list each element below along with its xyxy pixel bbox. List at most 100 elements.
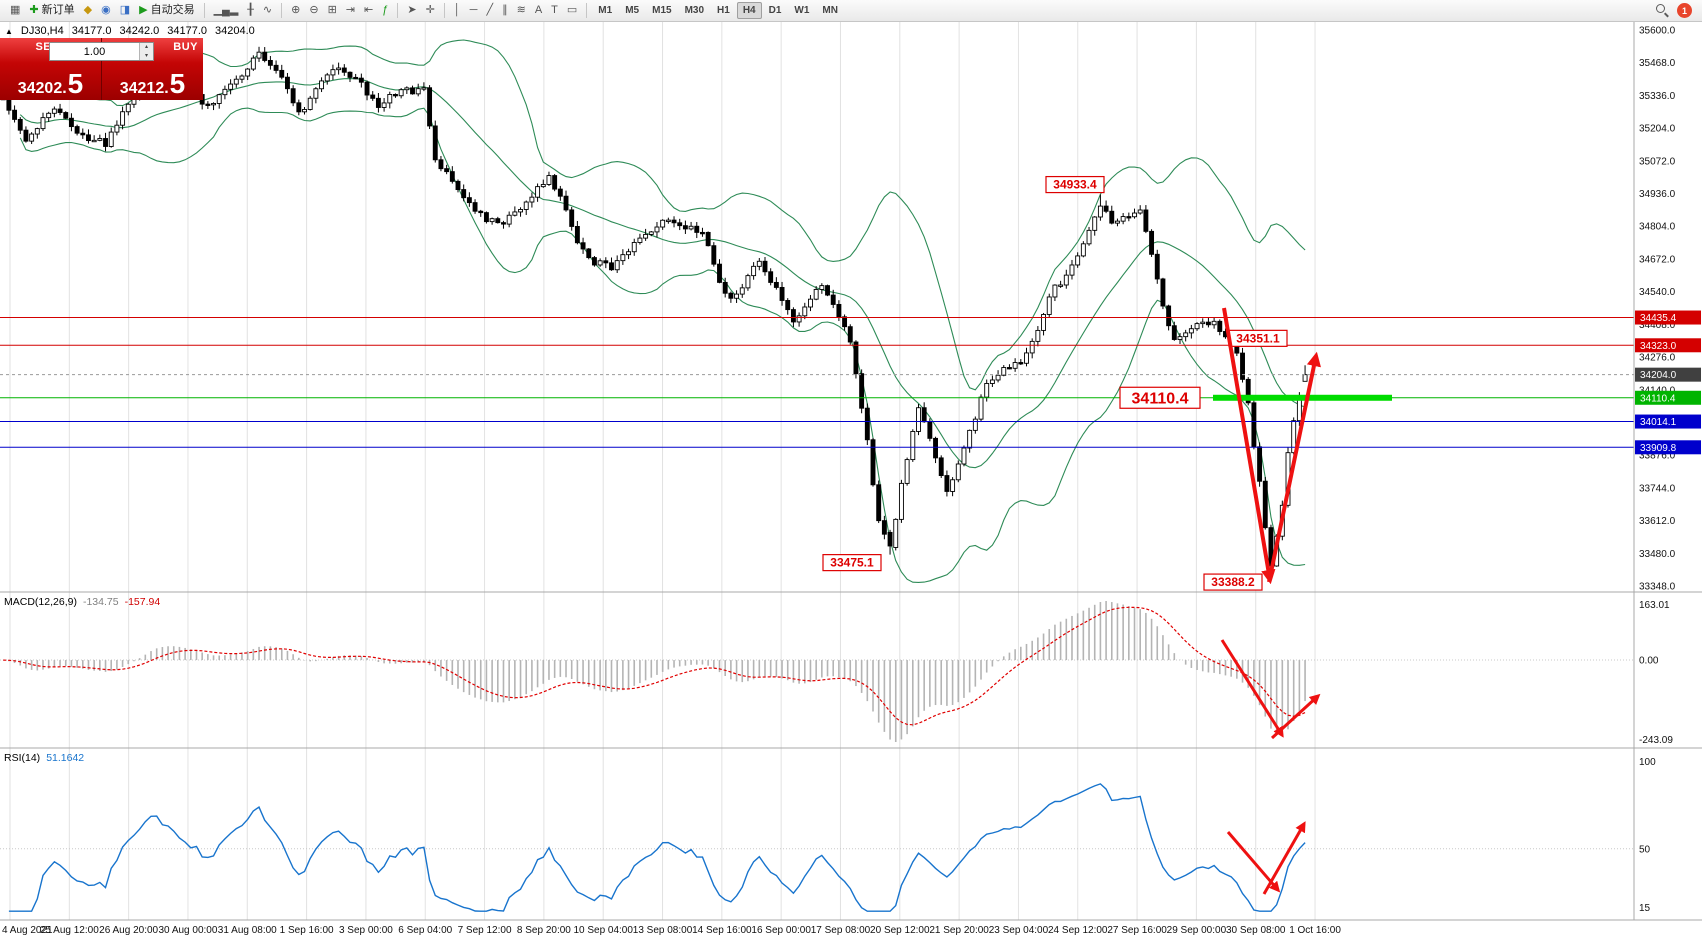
buy-label: BUY [173,41,198,53]
history-center-icon[interactable]: ◆ [80,4,96,17]
vertical-line-icon[interactable]: │ [450,4,465,17]
svg-text:34323.0: 34323.0 [1640,341,1677,352]
svg-text:29 Sep 00:00: 29 Sep 00:00 [1167,925,1227,936]
volume-spin: ▴ ▾ [139,43,153,60]
market-watch-icon: ◉ [101,4,111,16]
buy-button[interactable]: BUY 34212. 5 [102,38,203,100]
macd-label: MACD(12,26,9) -134.75 -157.94 [4,596,160,608]
svg-text:34804.0: 34804.0 [1639,222,1676,233]
candles [0,46,1308,577]
horizontal-line-icon: ─ [469,4,478,16]
price-scale[interactable]: 35600.0 35468.0 35336.0 35204.0 35072.0 34936… [1635,26,1701,915]
up-triangle-icon: ▲ [5,26,13,36]
channel-icon: ∥ [502,4,508,16]
svg-text:34014.1: 34014.1 [1640,417,1677,428]
toolbar: ▦ ✚ 新订单 ◆ ◉ ◨ ▶ 自动交易 ▁▄▂ ╂ ∿ ⊕ ⊖ ⊞ ⇥ ⇤ ƒ ➤ ✛ │ ─ ╱ ∥ ≋ A T ▭ M1 M5 M… [0,0,1702,22]
notification-badge[interactable]: 1 [1677,3,1692,18]
svg-text:7 Sep 12:00: 7 Sep 12:00 [458,925,512,936]
svg-text:21 Sep 20:00: 21 Sep 20:00 [929,925,989,936]
annotation-box[interactable] [1119,386,1201,409]
toolbar-separator [586,3,588,18]
label-icon: T [551,4,558,16]
svg-text:34351.1: 34351.1 [1236,331,1280,345]
channel-icon[interactable]: ∥ [498,4,512,17]
horizontal-line-icon[interactable]: ─ [466,4,482,17]
svg-text:6 Sep 04:00: 6 Sep 04:00 [398,925,452,936]
price-lines[interactable] [0,317,1634,448]
scale-price-label [1635,310,1701,325]
trend-arrow-macd[interactable] [1220,639,1284,738]
fibonacci-icon[interactable]: ≋ [513,4,530,17]
timeframe-w1[interactable]: W1 [794,5,810,16]
fibonacci-icon: ≋ [516,4,526,16]
data-window-icon[interactable]: ◨ [116,4,134,17]
svg-text:16 Sep 00:00: 16 Sep 00:00 [751,925,811,936]
svg-text:34110.4: 34110.4 [1640,393,1676,404]
support-zone-bar[interactable] [1213,394,1392,401]
trendline-icon: ╱ [486,4,494,16]
symbol-name: DJ30,H4 [20,25,64,37]
svg-text:34110.4: 34110.4 [1132,390,1189,407]
svg-text:33480.0: 33480.0 [1639,549,1676,560]
price-annotations[interactable]: 34933.4 34351.1 34110.4 33475.1 33388.2 [822,175,1288,591]
buy-price-big: 5 [169,67,186,99]
market-watch-icon[interactable]: ◉ [97,4,115,17]
trend-arrow-rsi[interactable] [1262,821,1306,895]
timeframe-mn[interactable]: MN [822,5,838,16]
svg-text:14 Sep 16:00: 14 Sep 16:00 [692,925,752,936]
timeframe-h4[interactable]: H4 [736,2,762,19]
trend-arrow-main[interactable] [1267,351,1321,583]
text-icon: A [534,4,543,16]
chart-shift-icon[interactable]: ⇤ [360,4,377,17]
crosshair-icon[interactable]: ✛ [422,4,439,17]
tile-windows-icon: ⊞ [327,4,337,16]
candlestick-chart-icon[interactable]: ╂ [243,4,258,17]
new-order-button[interactable]: ✚ 新订单 [25,4,78,17]
text-icon[interactable]: A [531,4,546,17]
volume-up-icon[interactable]: ▴ [140,43,153,52]
label-icon[interactable]: T [547,4,562,17]
zoom-in-icon[interactable]: ⊕ [287,4,304,17]
svg-text:163.01: 163.01 [1639,600,1670,611]
cursor-icon[interactable]: ➤ [403,4,420,17]
timeframe-m30[interactable]: M30 [684,5,705,16]
volume-down-icon[interactable]: ▾ [140,51,153,60]
scale-price-label [1635,338,1701,353]
auto-scroll-icon[interactable]: ⇥ [342,4,359,17]
timeframe-m5[interactable]: M5 [625,5,640,16]
timeframe-m1[interactable]: M1 [598,5,613,16]
svg-text:1 Sep 16:00: 1 Sep 16:00 [280,925,334,936]
toolbar-separator [281,3,283,18]
bar-chart-icon[interactable]: ▁▄▂ [210,4,243,17]
svg-text:27 Sep 16:00: 27 Sep 16:00 [1107,925,1167,936]
trend-arrow-main[interactable] [1222,307,1276,585]
indicators-icon: ƒ [382,4,389,16]
new-chart-icon[interactable]: ▦ [6,4,24,17]
volume-input[interactable] [50,43,139,60]
trend-arrow-rsi[interactable] [1226,831,1281,893]
timeframe-d1[interactable]: D1 [768,5,782,16]
indicators-icon[interactable]: ƒ [378,4,392,17]
trendline-icon[interactable]: ╱ [482,4,497,17]
trend-arrows[interactable] [1220,307,1321,895]
svg-text:35468.0: 35468.0 [1639,58,1676,69]
annotation-box[interactable] [822,554,882,572]
search-icon[interactable] [1656,4,1669,17]
svg-text:34204.0: 34204.0 [1640,370,1677,381]
shapes-icon[interactable]: ▭ [563,4,581,17]
tile-windows-icon[interactable]: ⊞ [324,4,341,17]
trend-arrow-macd[interactable] [1270,693,1321,740]
auto-trading-button[interactable]: ▶ 自动交易 [135,4,198,17]
svg-text:31 Aug 08:00: 31 Aug 08:00 [218,925,277,936]
history-center-icon: ◆ [83,4,93,16]
line-chart-icon[interactable]: ∿ [259,4,276,17]
timeframe-h1[interactable]: H1 [717,5,730,16]
scale-price-label [1635,390,1701,405]
timeframe-m15[interactable]: M15 [652,5,672,16]
annotation-box[interactable] [1045,175,1105,194]
zoom-out-icon[interactable]: ⊖ [305,4,322,17]
buy-price: 34212. 5 [120,67,186,99]
svg-text:100: 100 [1639,757,1656,768]
